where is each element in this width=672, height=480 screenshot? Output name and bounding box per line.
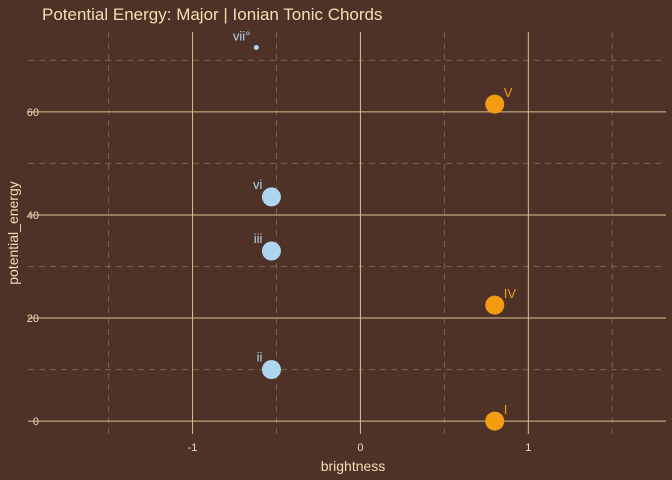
chart-title: Potential Energy: Major | Ionian Tonic C… bbox=[42, 5, 383, 24]
data-point bbox=[485, 411, 505, 431]
point-label: V bbox=[504, 85, 513, 100]
data-point bbox=[261, 241, 281, 261]
data-points bbox=[253, 44, 505, 431]
data-point bbox=[253, 44, 259, 50]
y-tick-label: 60 bbox=[27, 107, 39, 119]
data-point bbox=[261, 360, 281, 380]
point-label: IV bbox=[504, 286, 517, 301]
major-gridlines bbox=[28, 32, 666, 434]
x-axis-title: brightness bbox=[321, 458, 386, 474]
x-tick-label: -1 bbox=[188, 442, 198, 454]
minor-gridlines bbox=[28, 32, 666, 434]
x-tick-label: 1 bbox=[525, 442, 531, 454]
data-point bbox=[261, 187, 281, 207]
y-tick-label: 0 bbox=[33, 416, 39, 428]
y-tick-label: 20 bbox=[27, 313, 39, 325]
point-label: iii bbox=[254, 231, 263, 246]
x-tick-labels: -1 0 1 bbox=[188, 442, 532, 454]
point-label: ii bbox=[257, 350, 263, 365]
point-label: vii° bbox=[233, 28, 250, 43]
y-tick-labels: 0 20 40 60 bbox=[27, 107, 39, 428]
y-tick-label: 40 bbox=[27, 210, 39, 222]
x-tick-label: 0 bbox=[357, 442, 363, 454]
data-point bbox=[485, 295, 505, 315]
y-axis-title: potential_energy bbox=[5, 181, 21, 285]
data-point bbox=[485, 94, 505, 114]
point-label: I bbox=[504, 402, 508, 417]
point-label: vi bbox=[253, 177, 263, 192]
